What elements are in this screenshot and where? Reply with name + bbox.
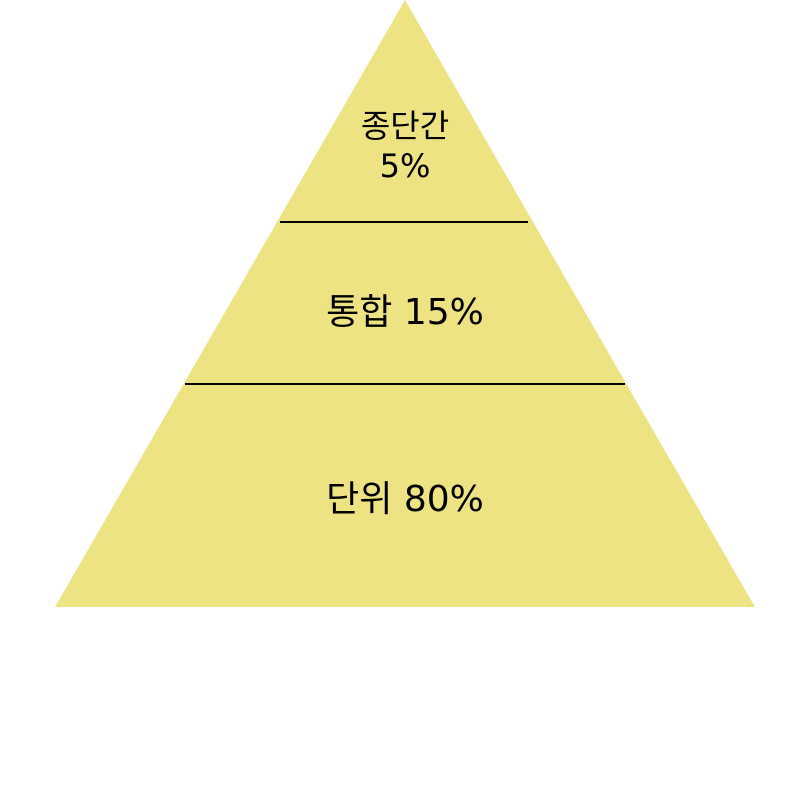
tier-name-end-to-end: 종단간 [360, 107, 450, 145]
tier-value-end-to-end: 5% [379, 147, 431, 185]
pyramid-triangle [55, 0, 755, 607]
tier-label-integration: 통합 15% [326, 292, 484, 333]
tier-label-end-to-end: 종단간 5% [0, 106, 810, 186]
tier-label-unit: 단위 80% [326, 479, 484, 520]
